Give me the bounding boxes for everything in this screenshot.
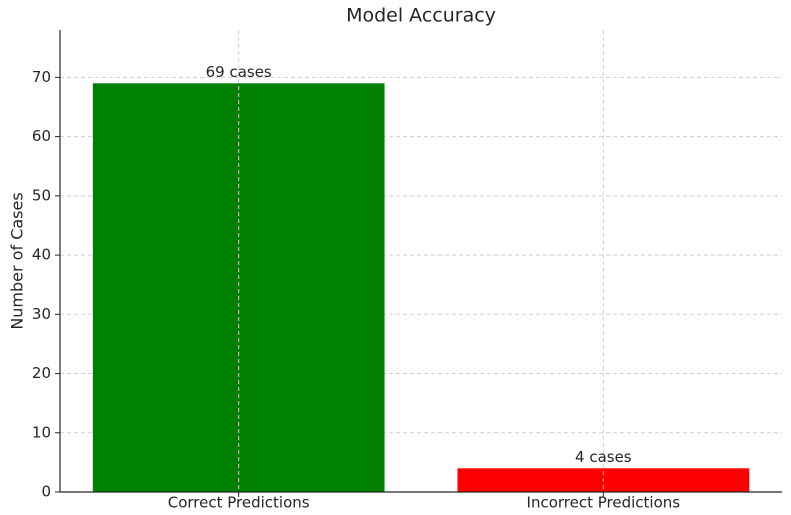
y-tick-label: 40 [32, 246, 51, 264]
y-tick-label: 20 [32, 364, 51, 382]
y-tick-label: 0 [41, 483, 51, 501]
value-label: 69 cases [206, 63, 272, 81]
y-tick-label: 10 [32, 423, 51, 441]
y-tick-label: 30 [32, 305, 51, 323]
x-tick-label: Incorrect Predictions [527, 494, 681, 512]
x-tick-label: Correct Predictions [168, 494, 310, 512]
chart-title: Model Accuracy [346, 5, 496, 27]
y-tick-label: 50 [32, 186, 51, 204]
value-label: 4 cases [575, 448, 632, 466]
y-tick-label: 70 [32, 68, 51, 86]
y-tick-label: 60 [32, 127, 51, 145]
y-axis-label: Number of Cases [8, 192, 27, 329]
